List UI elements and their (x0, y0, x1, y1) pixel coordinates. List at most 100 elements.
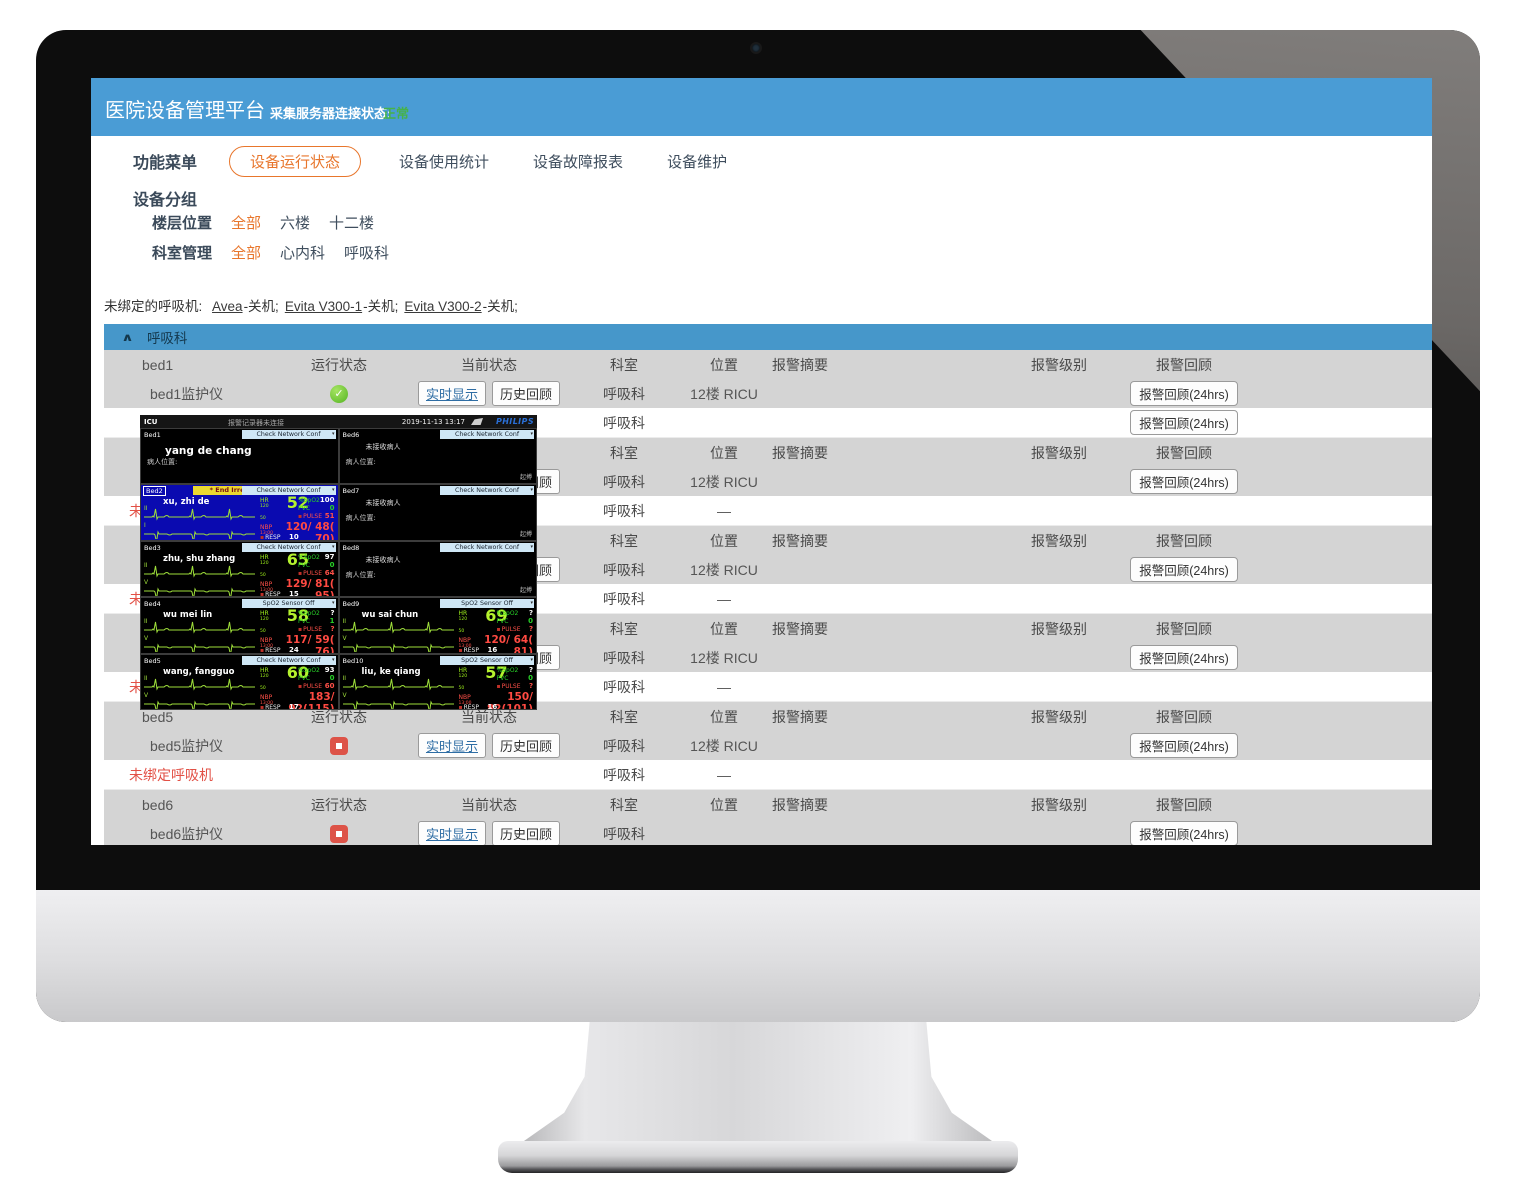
spo2-label: %SpO2 (298, 497, 320, 505)
network-conf-dropdown[interactable]: Check Network Conf ▾ (440, 486, 534, 496)
pvc-label: PVC (298, 561, 310, 569)
network-conf-dropdown[interactable]: SpO2 Sensor Off ▾ (440, 655, 534, 665)
pulse-value: 64 (324, 568, 335, 577)
bed-id: Bed9 (342, 600, 360, 609)
dropdown-arrow-icon: ▾ (331, 600, 335, 607)
filter-option[interactable]: 全部 (231, 245, 262, 262)
resp-value: 15 (289, 589, 299, 598)
history-review-button[interactable]: 历史回顾 (492, 733, 561, 758)
device-row: bed6监护仪 实时显示 历史回顾 呼吸科 报警回顾(24hrs) (104, 819, 1432, 845)
lead-label: V (342, 635, 347, 643)
realtime-display-button[interactable]: 实时显示 (417, 821, 486, 845)
filter-option[interactable]: 六楼 (280, 215, 311, 232)
unit-label: ICU (144, 418, 158, 426)
realtime-display-button[interactable]: 实时显示 (417, 733, 486, 758)
nbp-label: NBP (260, 637, 273, 645)
history-review-button[interactable]: 历史回顾 (492, 821, 561, 845)
pvc-label: PVC (298, 674, 310, 682)
col-header: 当前状态 (461, 796, 517, 813)
group-header-row: bed6 运行状态 当前状态 科室 位置 报警摘要 报警级别 报警回顾 (104, 790, 1432, 819)
col-header: 科室 (610, 444, 638, 461)
tab-device-usage-stats[interactable]: 设备使用统计 (399, 153, 490, 171)
pvc-label: PVC (298, 505, 310, 513)
unbound-ventilators-line: 未绑定的呼吸机: Avea-关机; Evita V300-1-关机; Evita V… (104, 295, 518, 315)
alarm-review-button[interactable]: 报警回顾(24hrs) (1130, 821, 1238, 845)
ecg-waveform (144, 637, 256, 653)
dropdown-label: Check Network Conf (454, 543, 520, 551)
col-header: 报警回顾 (1156, 620, 1212, 637)
pulse-value: 51 (324, 512, 335, 521)
no-patient-text: 未接收病人 (365, 443, 401, 451)
filter-option[interactable]: 呼吸科 (344, 245, 390, 262)
spo2-value: 100 (319, 496, 335, 505)
network-conf-dropdown[interactable]: Check Network Conf ▾ (241, 430, 336, 439)
hr-value: 69 (485, 606, 508, 626)
alarm-review-button[interactable]: 报警回顾(24hrs) (1130, 733, 1238, 758)
location-cell: — (717, 678, 731, 695)
network-conf-dropdown[interactable]: Check Network Conf ▾ (440, 430, 534, 439)
hr-high-limit: 120 (260, 617, 269, 623)
filter-option[interactable]: 十二楼 (329, 215, 375, 232)
location-cell: 12楼 RICU (690, 561, 758, 578)
tab-device-fault-report[interactable]: 设备故障报表 (533, 153, 624, 171)
pvc-label: PVC (298, 618, 310, 626)
patient-name: liu, ke qiang (361, 666, 421, 677)
hr-label: HR (260, 666, 269, 674)
col-header: 位置 (710, 708, 738, 725)
server-status-value: 正常 (383, 106, 410, 121)
col-header: 报警级别 (1031, 620, 1087, 637)
ventilator-row: bed1呼吸机呼吸科报警回顾(24hrs) (104, 408, 1432, 438)
lead-label: II (342, 674, 347, 682)
filter-option[interactable]: 心内科 (280, 245, 326, 262)
realtime-display-button[interactable]: 实时显示 (417, 381, 486, 406)
alarm-review-button[interactable]: 报警回顾(24hrs) (1130, 557, 1238, 582)
ventilator-link[interactable]: Evita V300-1 (284, 299, 363, 314)
nbp-value: 120/ 48( 70) (285, 521, 335, 541)
alarm-review-button[interactable]: 报警回顾(24hrs) (1130, 645, 1238, 670)
hr-low-limit: 50 (260, 629, 266, 635)
pulse-value: 60 (324, 681, 335, 690)
alarm-review-button[interactable]: 报警回顾(24hrs) (1130, 410, 1238, 435)
pvc-value: 0 (528, 617, 533, 626)
col-header: 位置 (710, 444, 738, 461)
tab-device-run-status[interactable]: 设备运行状态 (229, 145, 362, 177)
pvc-value: 0 (329, 673, 335, 682)
alarm-review-button[interactable]: 报警回顾(24hrs) (1130, 381, 1238, 406)
network-conf-dropdown[interactable]: Check Network Conf ▾ (440, 542, 534, 552)
section-header-bar[interactable]: ∧ 呼吸科 (104, 324, 1432, 350)
col-header: 运行状态 (311, 708, 367, 725)
nbp-label: NBP (458, 693, 471, 701)
tab-device-maintenance[interactable]: 设备维护 (667, 153, 728, 171)
dropdown-label: Check Network Conf (256, 487, 321, 495)
network-conf-dropdown[interactable]: SpO2 Sensor Off ▾ (241, 599, 336, 609)
network-conf-dropdown[interactable]: SpO2 Sensor Off ▾ (440, 599, 534, 609)
filter-option[interactable]: 全部 (231, 215, 262, 232)
ventilator-link[interactable]: Evita V300-2 (404, 299, 482, 314)
spo2-label: %SpO2 (298, 553, 320, 561)
col-header: 报警回顾 (1156, 796, 1212, 813)
spo2-value: ? (330, 609, 335, 618)
dept-cell: 呼吸科 (603, 649, 645, 666)
ventilator-name: 未绑定呼吸机 (129, 766, 213, 783)
pvc-label: PVC (496, 674, 509, 682)
hr-label: HR (260, 553, 269, 561)
alarm-review-button[interactable]: 报警回顾(24hrs) (1130, 469, 1238, 494)
ventilator-link[interactable]: Avea (212, 299, 243, 314)
bed-cell-bed8: Bed8 Check Network Conf ▾ 未接收病人 病人位置: 起搏 (338, 540, 537, 598)
no-patient-text: 未接收病人 (365, 555, 401, 564)
bed-cell-bed7: Bed7 Check Network Conf ▾ 未接收病人 病人位置: 起搏 (338, 484, 537, 541)
col-header: 报警摘要 (772, 444, 828, 461)
network-conf-dropdown[interactable]: Check Network Conf ▾ (241, 655, 336, 665)
history-review-button[interactable]: 历史回顾 (492, 381, 561, 406)
lead-label: II (342, 618, 347, 626)
network-conf-dropdown[interactable]: Check Network Conf ▾ (241, 486, 336, 496)
network-conf-dropdown[interactable]: Check Network Conf ▾ (241, 542, 336, 552)
hr-label: HR (458, 610, 468, 618)
col-header: 位置 (710, 796, 738, 813)
col-header: 报警级别 (1031, 532, 1087, 549)
spo2-label: %SpO2 (298, 666, 320, 674)
nav-bar: 功能菜单 设备运行状态 设备使用统计 设备故障报表 设备维护 (133, 144, 771, 178)
dept-cell: 呼吸科 (603, 590, 645, 607)
col-header: 报警回顾 (1156, 708, 1212, 725)
hr-value: 58 (286, 606, 309, 626)
